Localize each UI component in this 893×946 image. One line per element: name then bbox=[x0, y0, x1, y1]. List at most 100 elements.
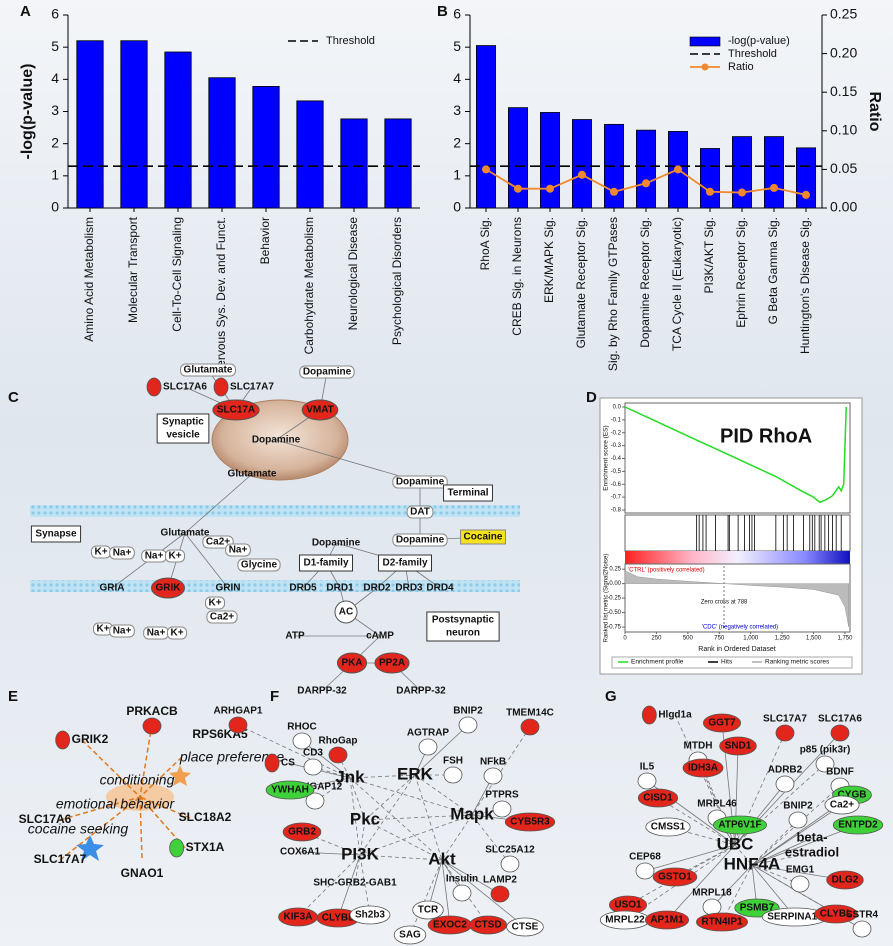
node-label: GRIK2 bbox=[72, 732, 109, 746]
node bbox=[713, 815, 767, 835]
edge bbox=[734, 844, 753, 866]
edge bbox=[364, 814, 473, 821]
node-label: Ca2+ bbox=[210, 612, 234, 623]
node bbox=[146, 377, 162, 397]
membrane bbox=[30, 505, 520, 517]
node bbox=[225, 543, 251, 557]
node-label: Na+ bbox=[229, 545, 248, 556]
x-tick-label: Glutamate Receptor Sig. bbox=[574, 217, 588, 348]
x-tick-label: Dopamine Receptor Sig. bbox=[638, 217, 652, 348]
node-label: Akt bbox=[428, 849, 456, 868]
panel-label: D bbox=[586, 389, 597, 406]
node-label: SLC25A12 bbox=[485, 845, 535, 856]
y2-tick-label: 0.20 bbox=[830, 44, 857, 60]
y-tick-label: 2 bbox=[453, 134, 461, 150]
y-tick-label: 2 bbox=[51, 134, 59, 150]
node bbox=[156, 413, 210, 444]
node-label: SSTR4 bbox=[846, 910, 879, 921]
y-tick-label: -0.5 bbox=[611, 469, 622, 475]
node bbox=[637, 772, 657, 790]
zero-cross-label: Zero cross at 788 bbox=[701, 600, 748, 606]
node bbox=[237, 558, 281, 572]
node-label: SLC17A6 bbox=[19, 812, 72, 826]
color-bar bbox=[625, 551, 850, 564]
node bbox=[696, 912, 748, 932]
node bbox=[490, 885, 510, 903]
point bbox=[578, 170, 586, 179]
panel-label: C bbox=[8, 389, 19, 406]
node-label: place preference bbox=[179, 749, 285, 765]
node-label: Jnk bbox=[335, 767, 365, 786]
point bbox=[674, 165, 682, 174]
node-label: CYGB bbox=[838, 790, 867, 801]
node-label: SLC18A2 bbox=[179, 810, 232, 824]
node bbox=[452, 884, 472, 902]
edge bbox=[139, 796, 191, 819]
node bbox=[228, 716, 248, 734]
y2-tick-label: 0.00 bbox=[830, 199, 857, 215]
node bbox=[349, 905, 391, 925]
node bbox=[492, 800, 512, 818]
y-tick-label: 5 bbox=[51, 38, 59, 54]
y-tick-label: 3 bbox=[453, 102, 461, 118]
node bbox=[213, 377, 229, 397]
node-label: SLC17A bbox=[217, 405, 255, 416]
y-tick-label: -0.3 bbox=[611, 443, 622, 449]
node bbox=[418, 738, 438, 756]
legend-label: Ranking metric scores bbox=[765, 659, 830, 666]
chart-title: PID RhoA bbox=[720, 425, 812, 447]
node bbox=[468, 915, 508, 935]
x-tick-label: Cell-To-Cell Signaling bbox=[170, 217, 184, 332]
edge bbox=[674, 844, 736, 878]
node bbox=[212, 399, 260, 421]
node-label: Dopamine bbox=[396, 535, 445, 546]
node bbox=[377, 554, 433, 572]
node-label: IL5 bbox=[640, 762, 655, 773]
node bbox=[282, 822, 322, 842]
node-label: PKA bbox=[341, 658, 362, 669]
legend-label: Enrichment profile bbox=[631, 659, 684, 666]
x-tick-label: 250 bbox=[651, 636, 662, 642]
node-label: p85 (pik3r) bbox=[800, 745, 851, 756]
node-label: RhoGap bbox=[319, 736, 358, 747]
node-label: Synaptic bbox=[162, 417, 204, 428]
node bbox=[443, 484, 493, 502]
node bbox=[109, 624, 135, 638]
node-label: GRIK bbox=[156, 583, 182, 594]
node bbox=[202, 535, 234, 549]
edge bbox=[441, 859, 526, 928]
node-label: CTSE bbox=[512, 922, 539, 933]
node-label: SLC17A7 bbox=[763, 714, 807, 725]
y2-tick-label: 0.05 bbox=[830, 160, 857, 176]
x-tick-label: Molecular Transport bbox=[126, 216, 140, 323]
node-label: emotional behavior bbox=[56, 796, 176, 812]
node-label: Dopamine bbox=[252, 435, 301, 446]
edge bbox=[359, 814, 473, 856]
node bbox=[637, 788, 679, 808]
node-label: cAMP bbox=[366, 631, 394, 642]
edge bbox=[644, 844, 736, 872]
y2-axis-label: Ranked list metric (Signal2Noise) bbox=[604, 554, 610, 643]
edge bbox=[657, 797, 736, 846]
x-tick-label: 1,000 bbox=[743, 636, 759, 642]
node-label: PI3K bbox=[341, 844, 380, 863]
node-label: K+ bbox=[208, 598, 221, 609]
node-label: AC bbox=[339, 607, 353, 618]
node bbox=[483, 767, 503, 785]
node bbox=[644, 910, 690, 930]
vesicle bbox=[211, 399, 349, 481]
edge bbox=[359, 854, 371, 916]
node bbox=[775, 775, 795, 793]
node bbox=[790, 875, 810, 893]
node-label: TCR bbox=[418, 905, 439, 916]
node-label: PSMB7 bbox=[740, 903, 775, 914]
panel-label: A bbox=[20, 3, 31, 20]
node-label: Hlgd1a bbox=[658, 710, 692, 721]
y-tick-label: 0 bbox=[453, 199, 461, 215]
node-label: Na+ bbox=[147, 628, 166, 639]
node-label: UBC bbox=[717, 834, 754, 853]
node bbox=[264, 753, 280, 773]
node-label: CMSS1 bbox=[651, 822, 686, 833]
node-label: EXOC2 bbox=[433, 920, 467, 931]
x-tick-label: 750 bbox=[714, 636, 725, 642]
